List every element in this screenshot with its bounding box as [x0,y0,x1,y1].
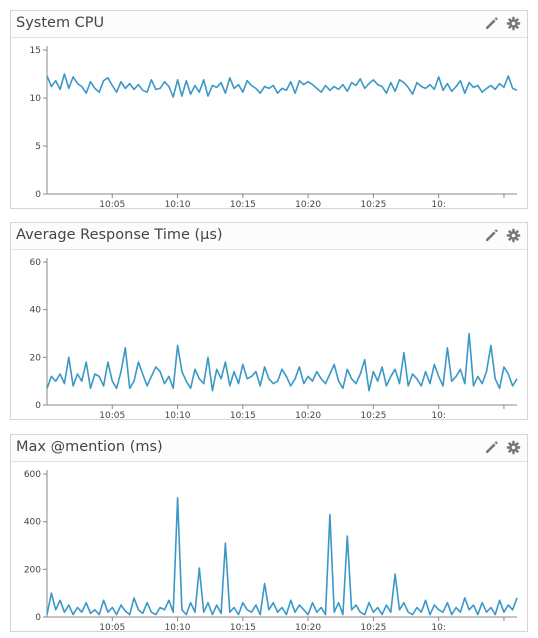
x-tick-label: 10:25 [360,623,386,631]
y-tick-label: 0 [35,613,41,623]
x-tick-label: 10:10 [165,200,191,208]
y-tick-label: 20 [30,353,42,363]
panel-header: Max @mention (ms) [11,435,527,462]
x-tick-label: 10:05 [99,623,125,631]
x-tick-label: 10:05 [99,411,125,419]
average-response-time-panel: Average Response Time (µs) 0 20 40 60 10:05 1… [10,222,528,420]
y-tick-label: 60 [30,258,42,268]
panel-header: System CPU [11,11,527,38]
x-tick-label: 10: [431,623,445,631]
x-tick-label: 10:20 [295,411,321,419]
pencil-icon[interactable] [484,440,499,455]
system-cpu-chart: 0 5 10 15 10:05 10:10 10:15 10:20 10:25 10: [11,38,527,208]
panel-title: Average Response Time (µs) [16,227,223,243]
pencil-icon[interactable] [484,228,499,243]
gear-icon[interactable] [506,440,521,455]
y-tick-label: 600 [24,470,41,480]
pencil-icon[interactable] [484,16,499,31]
max-mention-chart: 0 200 400 600 10:05 10:10 10:15 10:20 10:25 10: [11,462,527,631]
x-tick-label: 10:10 [165,411,191,419]
x-tick-label: 10:25 [360,411,386,419]
max-mention-panel: Max @mention (ms) 0 200 400 600 10:05 10:10 10… [10,434,528,632]
y-tick-label: 0 [35,401,41,411]
system-cpu-panel: System CPU 0 5 10 15 10:05 10:10 10:15 10:20 10:… [10,10,528,209]
y-tick-label: 15 [30,46,41,56]
y-tick-label: 200 [24,565,41,575]
average-response-time-chart: 0 20 40 60 10:05 10:10 10:15 10:20 10:25 10: [11,250,527,419]
x-tick-label: 10:15 [230,411,256,419]
x-tick-label: 10: [431,411,445,419]
x-tick-label: 10:25 [360,200,386,208]
x-tick-label: 10: [431,200,445,208]
series-line[interactable] [46,332,518,392]
panel-title: Max @mention (ms) [16,439,163,455]
gear-icon[interactable] [506,228,521,243]
x-tick-label: 10:15 [230,200,256,208]
x-tick-label: 10:20 [295,623,321,631]
panel-title: System CPU [16,15,105,31]
y-tick-label: 40 [30,306,42,316]
x-tick-label: 10:15 [230,623,256,631]
panel-header: Average Response Time (µs) [11,223,527,250]
y-tick-label: 10 [30,94,42,104]
x-tick-label: 10:20 [295,200,321,208]
gear-icon[interactable] [506,16,521,31]
y-tick-label: 5 [35,142,41,152]
x-tick-label: 10:05 [99,200,125,208]
y-tick-label: 0 [35,190,41,200]
y-tick-label: 400 [24,518,41,528]
x-tick-label: 10:10 [165,623,191,631]
series-line[interactable] [46,496,518,616]
series-line[interactable] [46,73,518,98]
